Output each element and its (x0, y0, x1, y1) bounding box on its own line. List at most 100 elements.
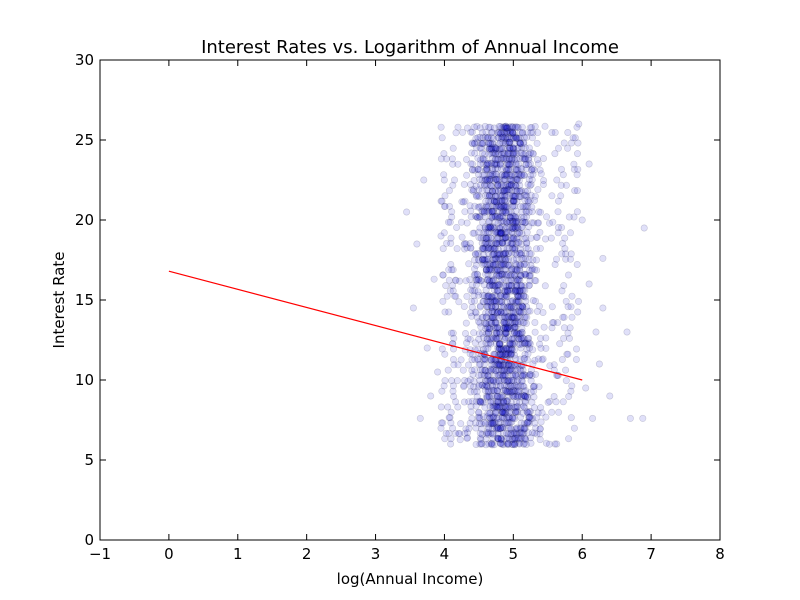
scatter-point (567, 303, 575, 311)
scatter-point (493, 270, 501, 278)
scatter-point (496, 350, 504, 358)
scatter-point (466, 419, 474, 427)
scatter-point (492, 298, 500, 306)
scatter-point (495, 250, 503, 258)
scatter-point (498, 413, 506, 421)
scatter-point (445, 187, 453, 195)
scatter-point (484, 329, 492, 337)
scatter-point (472, 144, 480, 152)
scatter-point (531, 419, 539, 427)
scatter-point (511, 434, 519, 442)
scatter-point (548, 192, 556, 200)
scatter-point (500, 402, 508, 410)
scatter-point (524, 393, 532, 401)
scatter-point (442, 282, 450, 290)
scatter-point (494, 150, 502, 158)
scatter-point (493, 335, 501, 343)
scatter-point (501, 291, 509, 299)
scatter-point (509, 123, 517, 131)
x-axis-label: log(Annual Income) (337, 570, 484, 588)
scatter-point (462, 156, 470, 164)
scatter-point (512, 149, 520, 157)
scatter-point (485, 420, 493, 428)
scatter-point (511, 181, 519, 189)
scatter-point (491, 176, 499, 184)
scatter-point (481, 240, 489, 248)
scatter-point (465, 424, 473, 432)
scatter-point (517, 193, 525, 201)
scatter-point (507, 365, 515, 373)
scatter-point (516, 265, 524, 273)
scatter-point (488, 214, 496, 222)
scatter-point (483, 382, 491, 390)
scatter-point (528, 429, 536, 437)
scatter-point (519, 440, 527, 448)
scatter-point (492, 160, 500, 168)
scatter-point (489, 260, 497, 268)
scatter-point (498, 255, 506, 263)
scatter-point (498, 180, 506, 188)
scatter-point (500, 175, 508, 183)
scatter-point (489, 255, 497, 263)
scatter-point (536, 228, 544, 236)
scatter-point (511, 246, 519, 254)
scatter-point (447, 329, 455, 337)
scatter-point (512, 425, 520, 433)
scatter-point (493, 265, 501, 273)
scatter-point (505, 345, 513, 353)
scatter-point (503, 351, 511, 359)
scatter-point (522, 218, 530, 226)
scatter-point (491, 149, 499, 157)
scatter-point (521, 196, 529, 204)
scatter-point (520, 319, 528, 327)
scatter-point (492, 334, 500, 342)
scatter-point (488, 381, 496, 389)
scatter-point (440, 176, 448, 184)
scatter-point (489, 207, 497, 215)
scatter-point (499, 240, 507, 248)
scatter-point (486, 223, 494, 231)
scatter-point (474, 171, 482, 179)
scatter-point (481, 122, 489, 130)
scatter-point (446, 414, 454, 422)
scatter-point (520, 339, 528, 347)
scatter-point (570, 424, 578, 432)
scatter-point (445, 308, 453, 316)
scatter-point (501, 249, 509, 257)
scatter-point (473, 277, 481, 285)
scatter-point (520, 440, 528, 448)
scatter-point (516, 193, 524, 201)
scatter-point (490, 441, 498, 449)
scatter-point (564, 271, 572, 279)
scatter-point (489, 196, 497, 204)
scatter-point (493, 198, 501, 206)
scatter-point (462, 240, 470, 248)
scatter-point (516, 293, 524, 301)
scatter-point (504, 376, 512, 384)
scatter-point (508, 314, 516, 322)
scatter-point (512, 159, 520, 167)
scatter-point (501, 140, 509, 148)
scatter-point (501, 282, 509, 290)
scatter-point (476, 144, 484, 152)
scatter-point (488, 304, 496, 312)
scatter-point (501, 171, 509, 179)
scatter-point (516, 261, 524, 269)
scatter-point (494, 129, 502, 137)
scatter-point (498, 351, 506, 359)
scatter-point (469, 229, 477, 237)
scatter-point (524, 245, 532, 253)
scatter-point (505, 281, 513, 289)
scatter-point (520, 214, 528, 222)
scatter-point (441, 192, 449, 200)
scatter-point (459, 128, 467, 136)
scatter-point (515, 307, 523, 315)
scatter-point (466, 276, 474, 284)
scatter-point (518, 282, 526, 290)
scatter-point (482, 244, 490, 252)
scatter-point (514, 160, 522, 168)
scatter-point (502, 124, 510, 132)
scatter-point (514, 392, 522, 400)
scatter-point (497, 138, 505, 146)
scatter-point (510, 313, 518, 321)
